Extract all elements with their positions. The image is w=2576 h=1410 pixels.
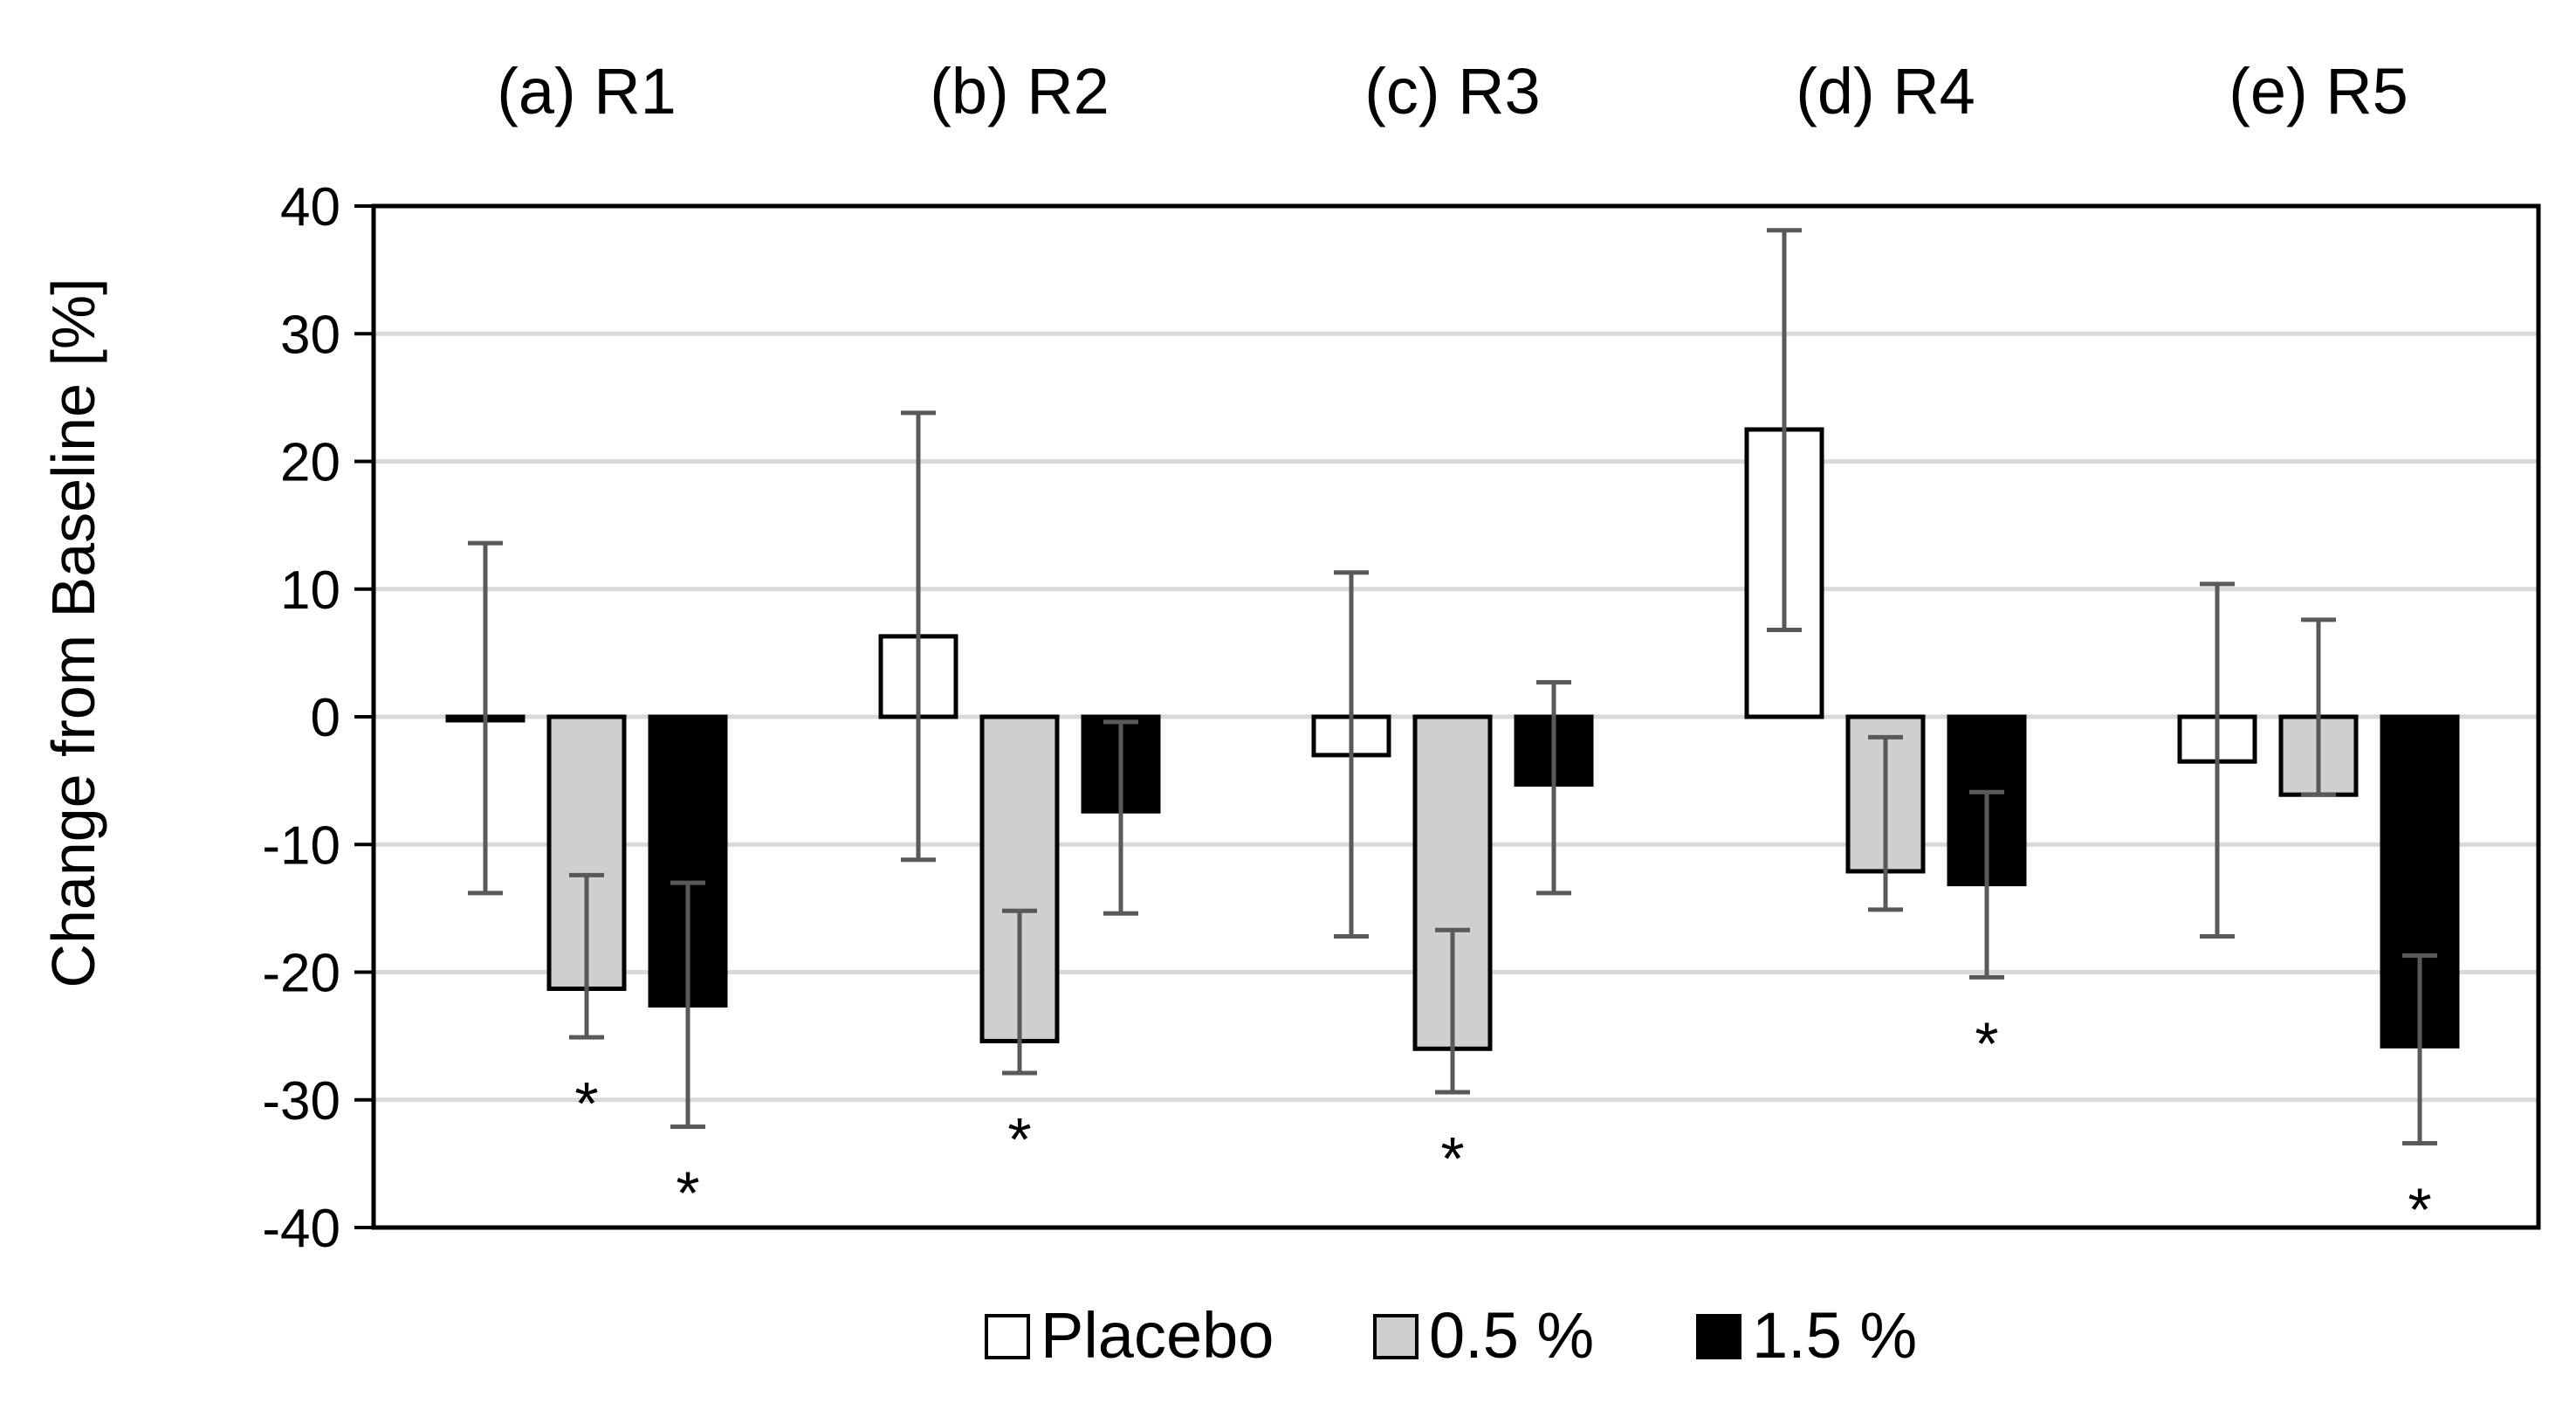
y-tick-label: -40 bbox=[262, 1199, 340, 1259]
legend-swatch bbox=[1696, 1314, 1741, 1359]
y-axis-ticks: 40 30 20 10 0 -10 -20 -30 -40 bbox=[262, 177, 374, 1259]
y-tick-label: -30 bbox=[262, 1071, 340, 1131]
legend-swatch bbox=[1373, 1314, 1419, 1359]
legend-label: 0.5 % bbox=[1429, 1299, 1594, 1372]
panel-labels: (a) R1 (b) R2 (c) R3 (d) R4 (e) R5 bbox=[497, 55, 2408, 127]
y-tick-label: 10 bbox=[280, 561, 340, 621]
category-label: (a) R1 bbox=[497, 55, 677, 127]
significance-markers: * * * * * * bbox=[574, 1009, 2431, 1243]
significance-star: * bbox=[1440, 1125, 1464, 1193]
y-tick-label: 0 bbox=[311, 688, 340, 748]
category-label: (d) R4 bbox=[1796, 55, 1975, 127]
legend-label: Placebo bbox=[1041, 1299, 1274, 1372]
y-axis-title: Change from Baseline [%] bbox=[39, 278, 107, 987]
y-tick-label: 40 bbox=[280, 177, 340, 237]
significance-star: * bbox=[1007, 1105, 1031, 1173]
category-label: (b) R2 bbox=[930, 55, 1109, 127]
y-tick-label: -10 bbox=[262, 815, 340, 876]
significance-star: * bbox=[2408, 1175, 2431, 1243]
y-tick-label: 20 bbox=[280, 433, 340, 493]
legend: Placebo 0.5 % 1.5 % bbox=[985, 1299, 1917, 1372]
significance-star: * bbox=[574, 1070, 598, 1138]
y-tick-label: 30 bbox=[280, 305, 340, 365]
legend-swatch bbox=[985, 1314, 1030, 1359]
significance-star: * bbox=[1975, 1009, 1998, 1077]
significance-star: * bbox=[676, 1159, 699, 1227]
bars bbox=[445, 228, 2460, 1145]
category-label: (e) R5 bbox=[2229, 55, 2408, 127]
category-label: (c) R3 bbox=[1364, 55, 1540, 127]
legend-label: 1.5 % bbox=[1752, 1299, 1917, 1372]
y-tick-label: -20 bbox=[262, 944, 340, 1004]
